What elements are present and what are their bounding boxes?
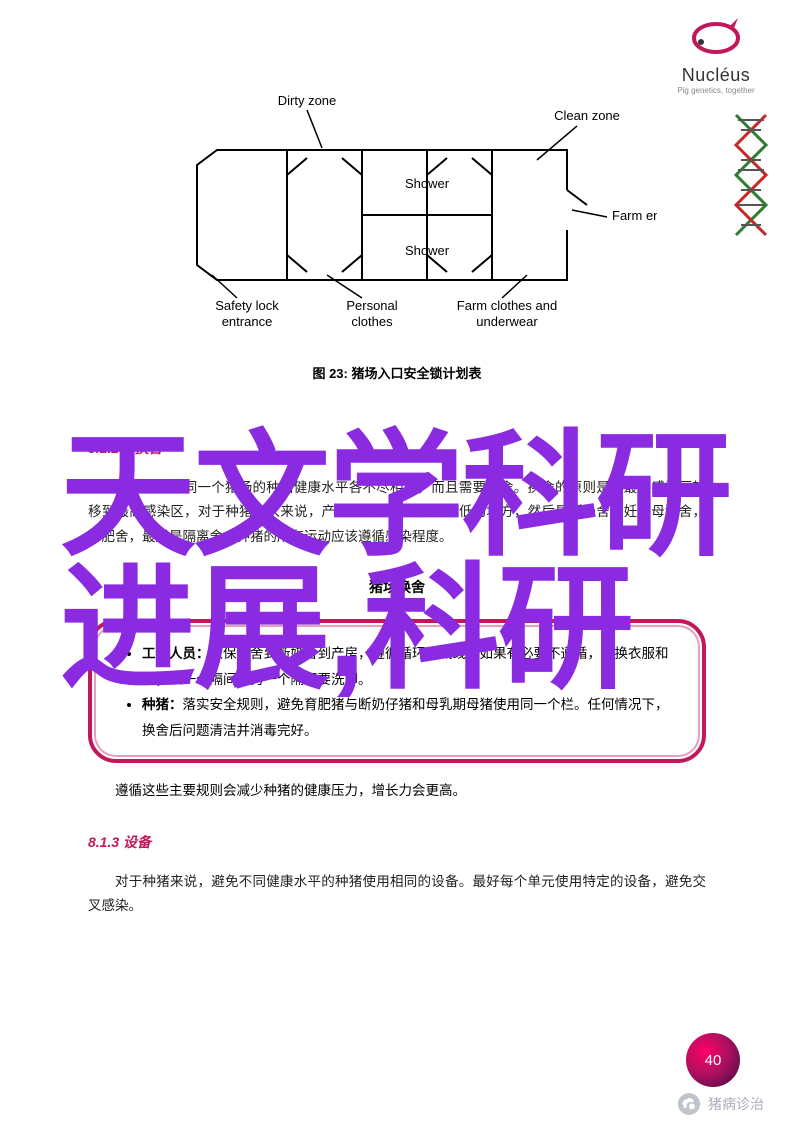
label-safety-lock-l1: Safety lock [215, 298, 279, 313]
label-shower-bottom: Shower [405, 243, 450, 258]
callout-item-2: 种猪：落实安全规则，避免育肥猪与断奶仔猪和母乳期母猪使用同一个栏。任何情况下，换… [142, 692, 676, 743]
label-dirty-zone: Dirty zone [278, 93, 337, 108]
section-8-1-3: 8.1.3 设备 对于种猪来说，避免不同健康水平的种猪使用相同的设备。最好每个单… [88, 832, 706, 919]
callout-list: 工作人员：从保健舍到断奶舍到产房，遵循循环区域线。如果有必要不遵循，更换衣服和鞋… [118, 641, 676, 744]
section-heading: 8.1.2.6 换舍 [88, 438, 706, 458]
callout-item-1: 工作人员：从保健舍到断奶舍到产房，遵循循环区域线。如果有必要不遵循，更换衣服和鞋… [142, 641, 676, 692]
account-name: 猪病诊治 [708, 1094, 764, 1114]
dna-helix-icon [726, 110, 776, 250]
logo-tagline: Pig genetics, together [656, 86, 776, 95]
callout-box: 工作人员：从保健舍到断奶舍到产房，遵循循环区域线。如果有必要不遵循，更换衣服和鞋… [88, 619, 706, 764]
caption-prefix: 图 23: [312, 366, 347, 381]
page-number-badge: 40 [686, 1033, 740, 1087]
label-clean-zone: Clean zone [554, 108, 620, 123]
figure-caption: 图 23: 猪场入口安全锁计划表 [88, 363, 706, 382]
label-safety-lock-l2: entrance [222, 314, 273, 329]
brand-logo: Nucléus Pig genetics, together [656, 10, 776, 95]
page-root: Nucléus Pig genetics, together [0, 0, 794, 1123]
section2-heading: 8.1.3 设备 [88, 832, 706, 852]
figure-23: Shower Shower Dirty zone Clean zone Farm… [88, 80, 706, 382]
wechat-account: 猪病诊治 [678, 1093, 764, 1115]
caption-text: 猪场入口安全锁计划表 [352, 366, 482, 381]
logo-name: Nucléus [656, 65, 776, 86]
label-personal-l1: Personal [346, 298, 397, 313]
callout-title: 猪场换舍 [88, 577, 706, 597]
section-8-1-2-6: 8.1.2.6 换舍 如前所述，同一个猪场的种猪健康水平各不尽相同，而且需要换舍… [88, 438, 706, 549]
label-farmclothes-l1: Farm clothes and [457, 298, 557, 313]
label-personal-l2: clothes [351, 314, 393, 329]
label-farm-entrance: Farm entrance [612, 208, 657, 223]
section2-paragraph: 对于种猪来说，避免不同健康水平的种猪使用相同的设备。最好每个单元使用特定的设备，… [88, 870, 706, 919]
logo-ring-icon [686, 10, 746, 60]
label-farmclothes-l2: underwear [476, 314, 538, 329]
label-shower-top: Shower [405, 176, 450, 191]
followup-paragraph: 遵循这些主要规则会减少种猪的健康压力，增长力会更高。 [88, 779, 706, 803]
farm-entrance-diagram: Shower Shower Dirty zone Clean zone Farm… [137, 80, 657, 340]
wechat-icon [678, 1093, 700, 1115]
section1-paragraph: 如前所述，同一个猪场的种猪健康水平各不尽相同，而且需要换舍。换舍的原则是从最低感… [88, 476, 706, 549]
